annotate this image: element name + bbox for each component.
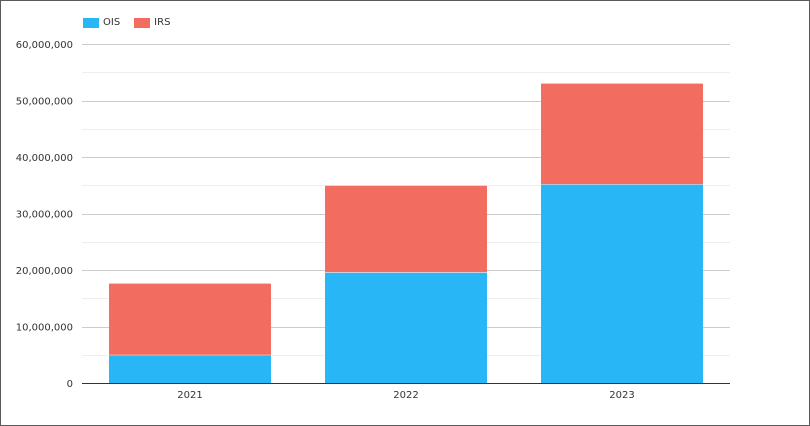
y-tick-label: 20,000,000: [16, 266, 73, 277]
y-tick-label: 0: [67, 379, 73, 390]
bar-ois-2022[interactable]: [325, 272, 487, 383]
legend-item-irs[interactable]: IRS: [134, 17, 170, 28]
x-tick-label: 2021: [177, 390, 202, 401]
bar-irs-2022[interactable]: [325, 185, 487, 273]
legend-label-irs: IRS: [154, 17, 171, 28]
y-tick-label: 40,000,000: [16, 153, 73, 164]
x-tick-label: 2022: [393, 390, 418, 401]
y-tick-label: 30,000,000: [16, 210, 73, 221]
bar-ois-2021[interactable]: [109, 354, 271, 384]
bar-irs-2021[interactable]: [109, 283, 271, 355]
legend: OIS IRS: [83, 17, 184, 28]
bar-irs-2023[interactable]: [541, 83, 703, 185]
x-tick-label: 2023: [609, 390, 634, 401]
y-tick-label: 60,000,000: [16, 40, 73, 51]
legend-label-ois: OIS: [103, 17, 121, 28]
y-tick-label: 50,000,000: [16, 97, 73, 108]
legend-swatch-irs: [134, 17, 151, 28]
y-tick-label: 10,000,000: [16, 323, 73, 334]
bar-ois-2023[interactable]: [541, 184, 703, 383]
legend-swatch-ois: [83, 17, 99, 28]
legend-item-ois[interactable]: OIS: [83, 17, 120, 28]
